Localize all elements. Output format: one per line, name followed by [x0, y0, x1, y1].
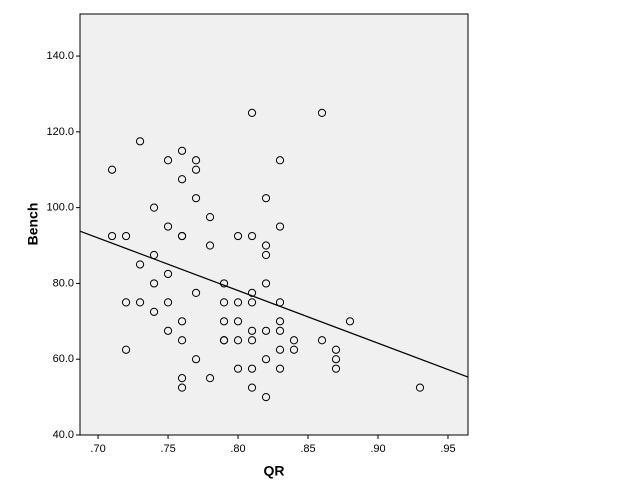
- point: [191, 165, 201, 174]
- y-tick-label: 120.0: [46, 126, 74, 138]
- point: [163, 222, 173, 231]
- point: [317, 108, 327, 118]
- point: [205, 213, 215, 222]
- point: [121, 345, 131, 354]
- point: [247, 231, 257, 241]
- point: [275, 156, 285, 165]
- point: [289, 345, 299, 354]
- point: [191, 156, 201, 165]
- point: [233, 231, 243, 241]
- x-tick-label: .70: [90, 443, 105, 455]
- fit-line: [79, 230, 469, 378]
- point: [121, 231, 131, 241]
- y-axis-label: Bench: [25, 203, 41, 246]
- point: [331, 355, 341, 364]
- point: [261, 393, 271, 402]
- x-tick-label: .80: [230, 443, 245, 455]
- point: [345, 317, 355, 326]
- point: [275, 317, 285, 326]
- point: [233, 364, 243, 373]
- point: [177, 383, 187, 392]
- point: [247, 336, 257, 345]
- point: [275, 326, 285, 335]
- point: [205, 241, 215, 250]
- point: [317, 336, 327, 345]
- point: [177, 317, 187, 326]
- point: [121, 298, 131, 307]
- x-tick-label: .95: [440, 443, 455, 455]
- point: [275, 222, 285, 231]
- plot-area: [79, 13, 469, 436]
- point: [331, 364, 341, 373]
- point: [135, 260, 145, 269]
- point: [107, 231, 117, 241]
- point: [247, 326, 257, 335]
- point: [415, 383, 425, 392]
- y-tick-label: 140.0: [46, 50, 74, 62]
- point: [107, 165, 117, 174]
- point: [247, 364, 257, 373]
- x-axis-label: QR: [264, 463, 285, 479]
- point: [261, 241, 271, 250]
- point: [275, 345, 285, 354]
- point: [177, 231, 187, 241]
- point: [219, 298, 229, 307]
- point: [177, 146, 187, 155]
- y-tick-label: 60.0: [53, 353, 74, 365]
- point: [163, 156, 173, 165]
- point: [163, 298, 173, 307]
- point: [163, 269, 173, 279]
- point: [205, 374, 215, 383]
- point: [247, 288, 257, 297]
- point: [191, 355, 201, 364]
- point: [261, 355, 271, 364]
- y-tick-label: 40.0: [53, 429, 74, 441]
- point: [149, 203, 159, 212]
- point: [191, 194, 201, 203]
- point: [135, 298, 145, 307]
- point: [289, 336, 299, 345]
- point: [261, 326, 271, 335]
- point: [247, 298, 257, 307]
- point: [233, 336, 243, 345]
- point: [149, 307, 159, 316]
- point: [177, 374, 187, 383]
- point: [261, 279, 271, 288]
- y-tick-label: 80.0: [53, 277, 74, 289]
- point: [177, 336, 187, 345]
- point: [247, 383, 257, 392]
- point: [191, 288, 201, 297]
- point: [233, 298, 243, 307]
- point: [163, 326, 173, 335]
- x-tick-label: .75: [160, 443, 175, 455]
- point: [219, 336, 229, 345]
- point: [331, 345, 341, 354]
- x-tick-label: .90: [370, 443, 385, 455]
- point: [219, 317, 229, 326]
- point: [247, 108, 257, 118]
- point: [261, 250, 271, 260]
- point: [135, 137, 145, 146]
- point: [233, 317, 243, 326]
- point: [261, 194, 271, 203]
- point: [177, 175, 187, 184]
- point: [149, 279, 159, 288]
- x-tick-label: .85: [300, 443, 315, 455]
- point: [275, 364, 285, 373]
- y-tick-label: 100.0: [46, 202, 74, 214]
